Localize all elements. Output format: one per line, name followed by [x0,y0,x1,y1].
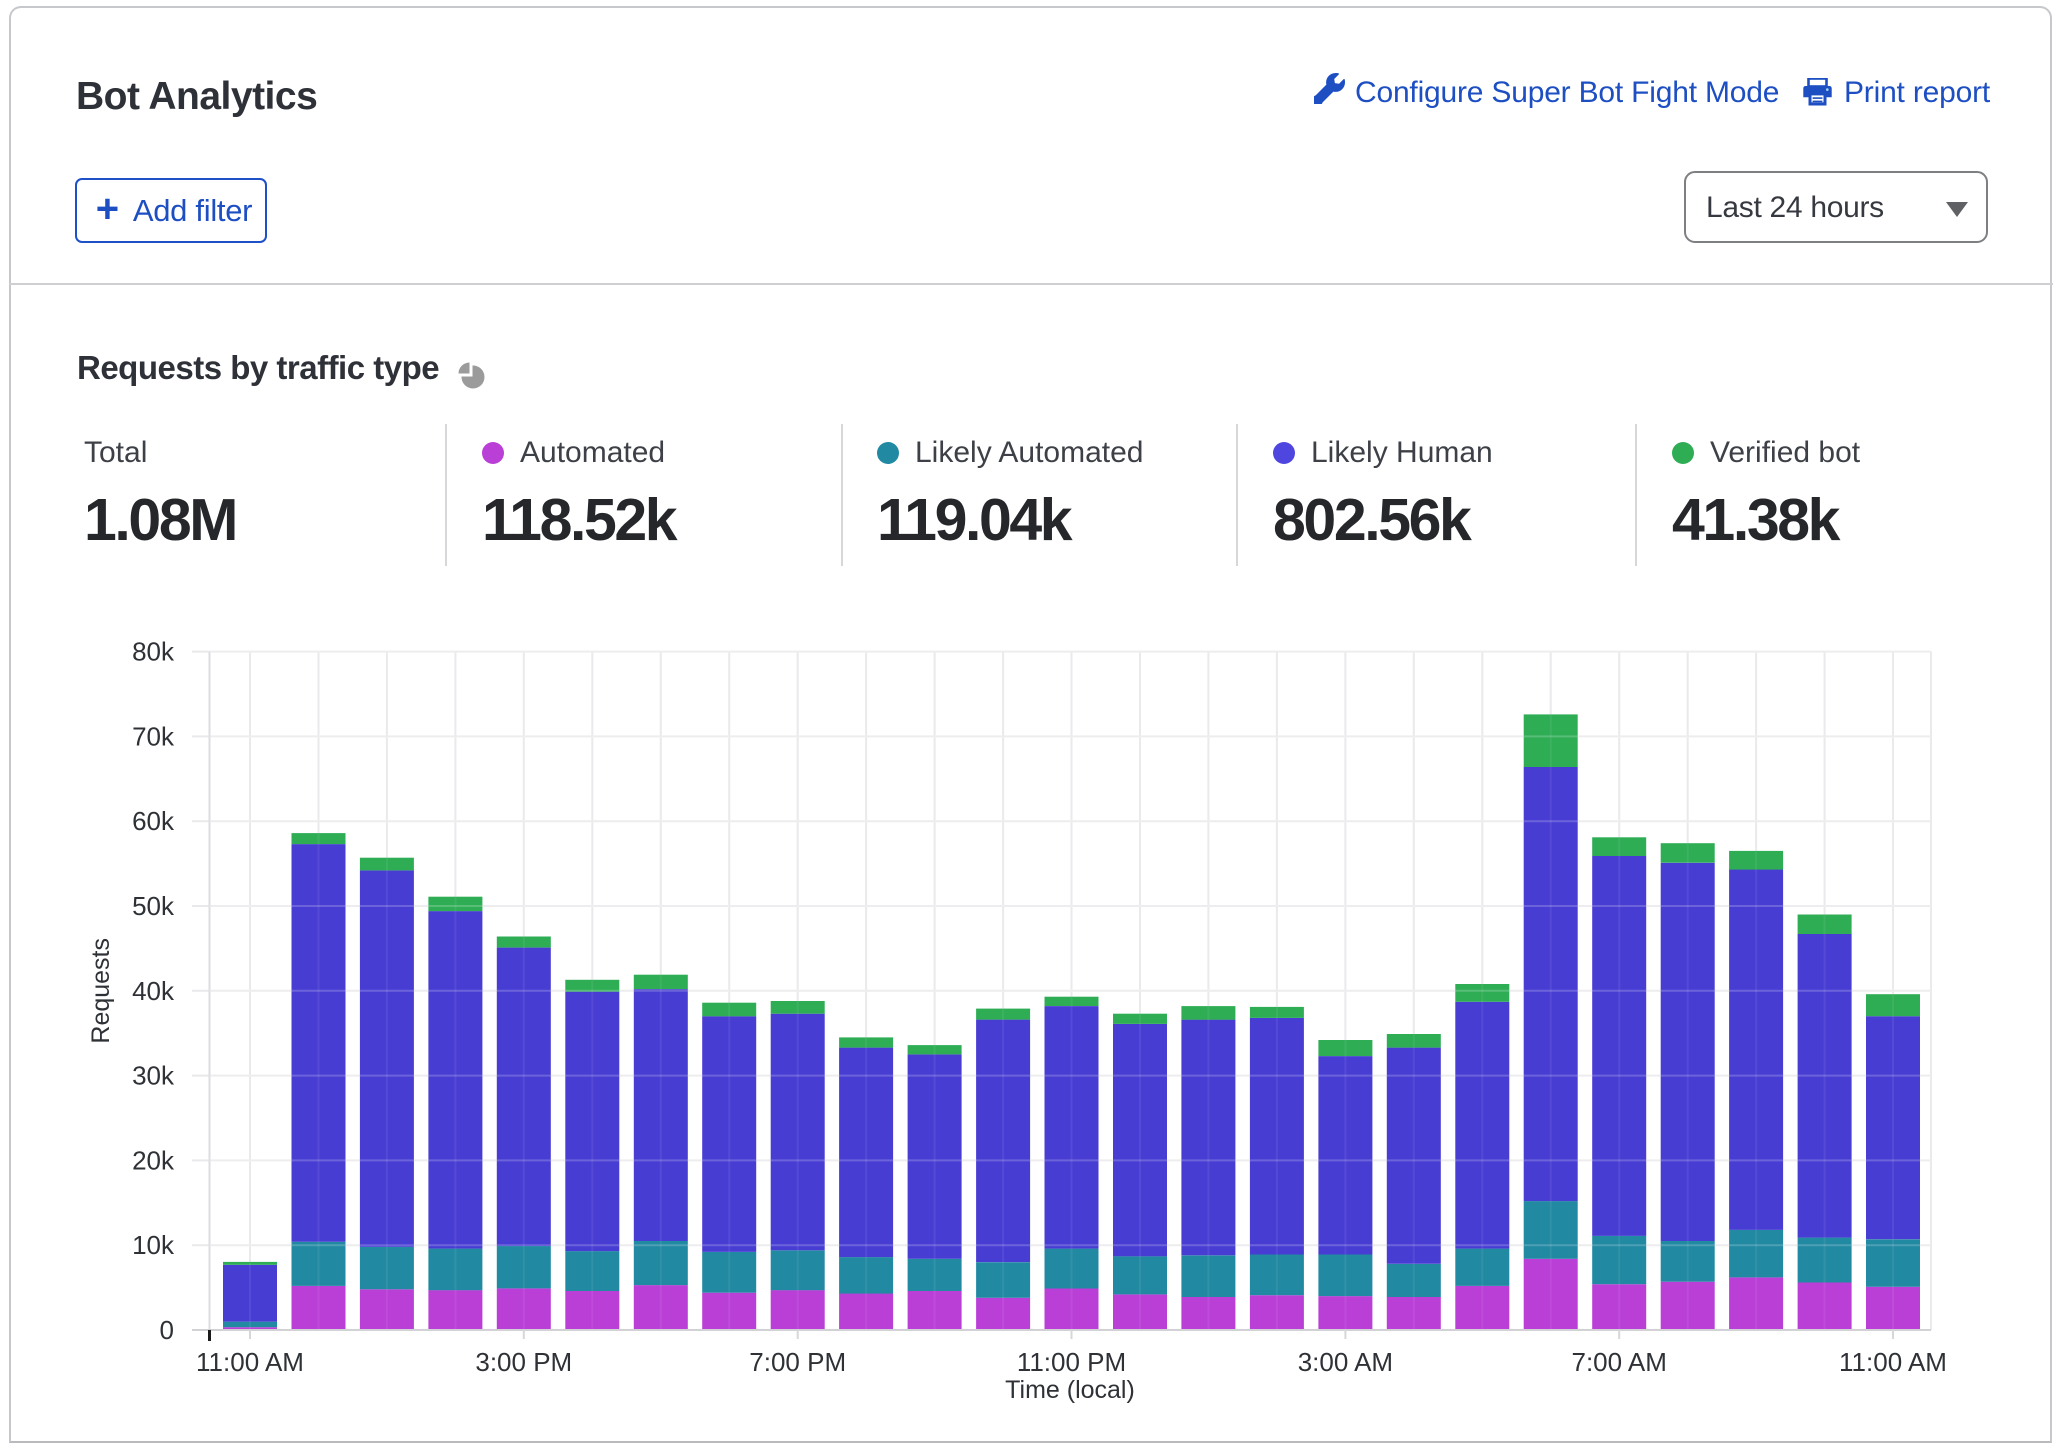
svg-text:70k: 70k [132,721,175,751]
svg-text:60k: 60k [132,806,175,836]
svg-text:Requests: Requests [87,938,115,1044]
svg-text:Time (local): Time (local) [1005,1376,1135,1404]
svg-text:30k: 30k [132,1061,175,1091]
svg-text:11:00 AM: 11:00 AM [196,1347,304,1377]
svg-text:50k: 50k [132,891,175,921]
svg-text:40k: 40k [132,976,175,1006]
svg-text:7:00 AM: 7:00 AM [1571,1347,1666,1377]
svg-text:80k: 80k [132,637,175,667]
svg-text:11:00 PM: 11:00 PM [1017,1347,1126,1377]
svg-text:11:00 AM: 11:00 AM [1839,1347,1947,1377]
svg-text:3:00 PM: 3:00 PM [475,1347,572,1377]
svg-text:10k: 10k [132,1230,175,1260]
svg-text:7:00 PM: 7:00 PM [749,1347,846,1377]
svg-text:3:00 AM: 3:00 AM [1298,1347,1393,1377]
svg-text:20k: 20k [132,1145,175,1175]
svg-text:0: 0 [160,1315,174,1345]
